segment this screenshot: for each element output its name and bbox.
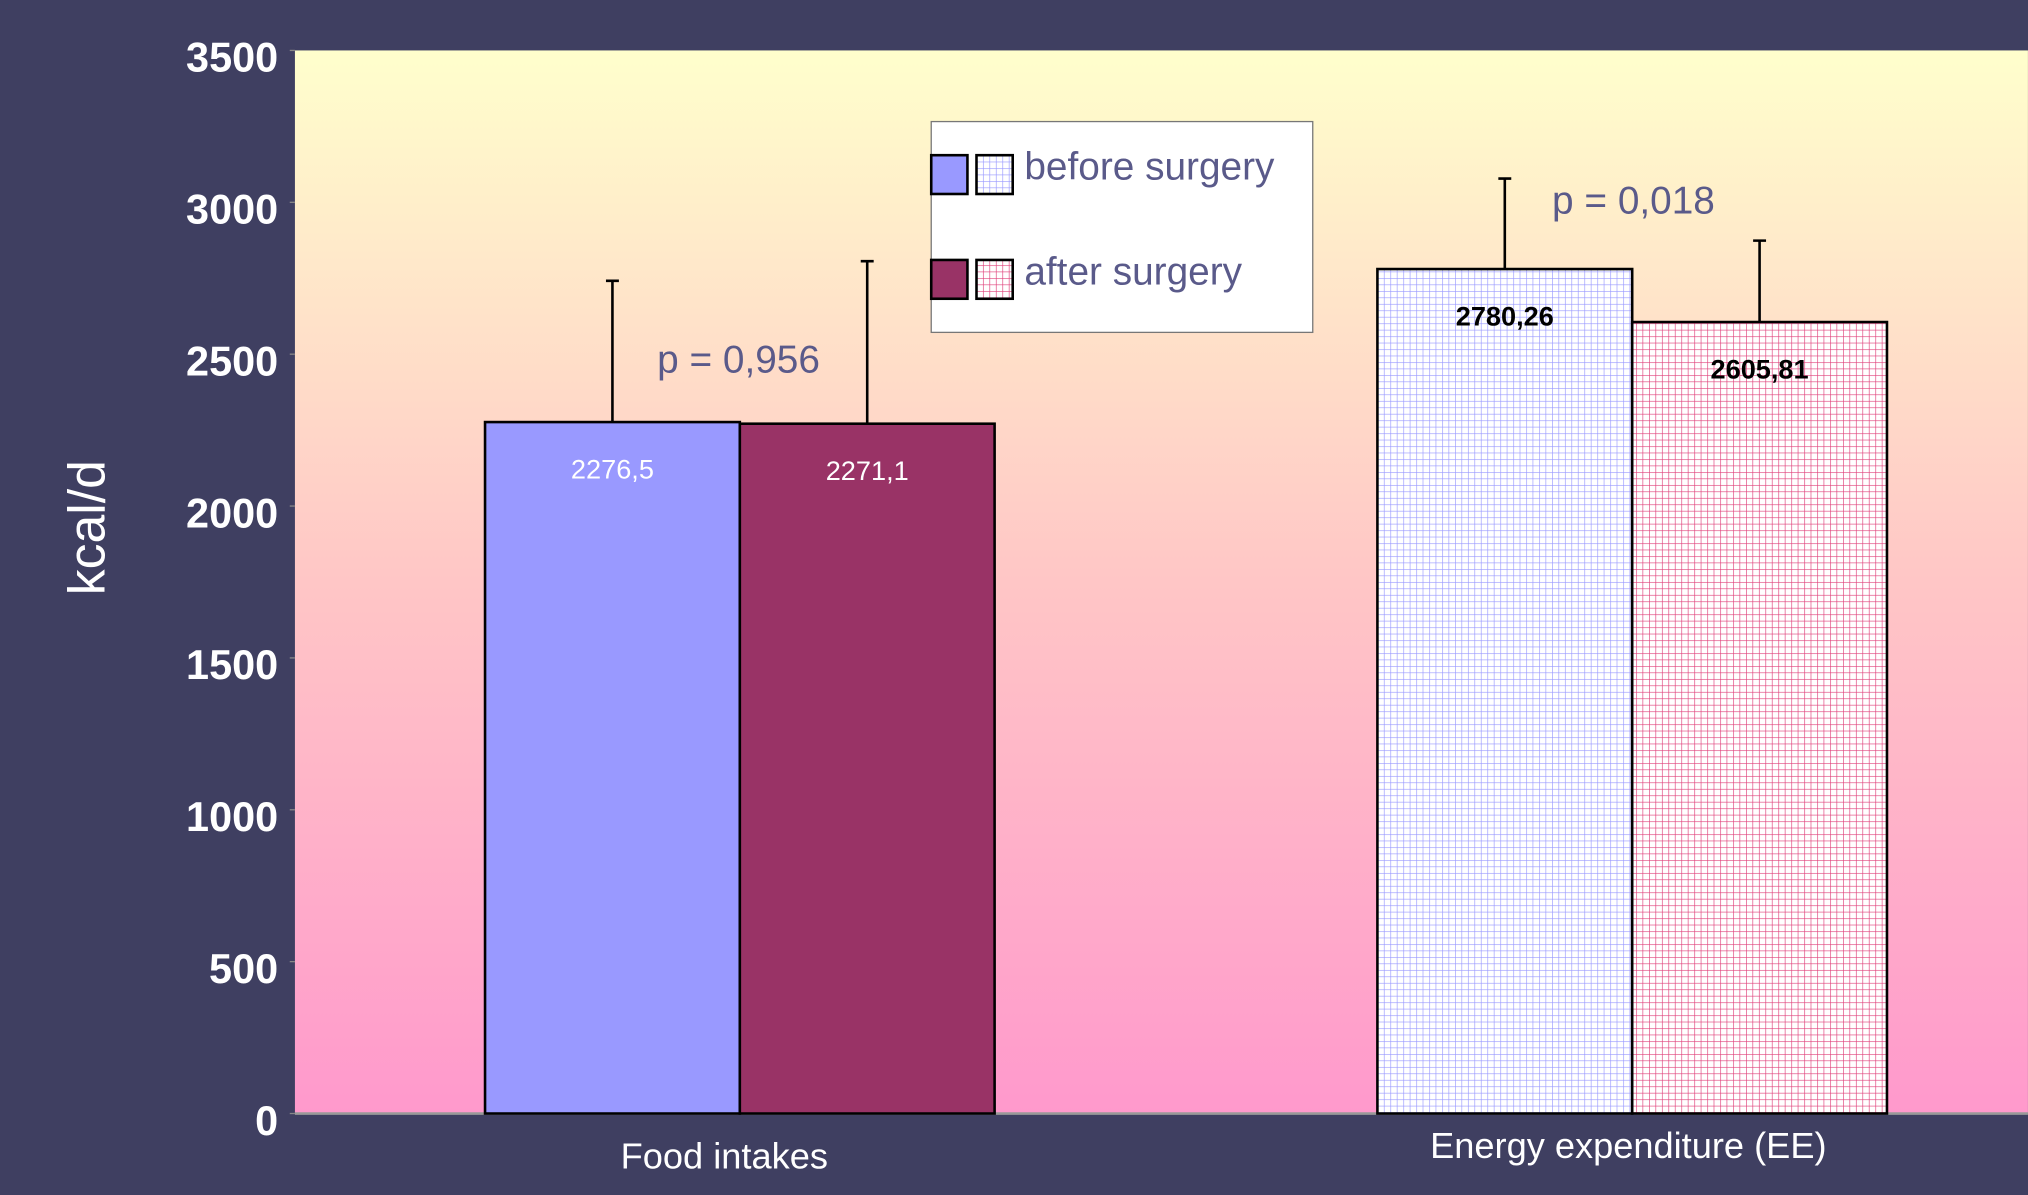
y-tick-label: 1500 xyxy=(186,642,278,688)
y-axis-label: kcal/d xyxy=(57,460,115,595)
legend-swatch xyxy=(975,258,1014,301)
bar xyxy=(1630,320,1889,1115)
error-bar xyxy=(860,259,874,424)
value-label: 2780,26 xyxy=(1456,300,1554,331)
bar xyxy=(738,422,996,1115)
y-tick-label: 3000 xyxy=(186,187,278,233)
y-tick-label: 2500 xyxy=(186,338,278,384)
y-tick-label: 1000 xyxy=(186,794,278,840)
value-label: 2605,81 xyxy=(1711,353,1809,384)
legend-swatch xyxy=(929,258,969,301)
error-bar xyxy=(1753,239,1767,323)
legend-label: before surgery xyxy=(1024,146,1275,189)
error-bar xyxy=(605,279,619,423)
bar xyxy=(483,420,742,1115)
y-tick-label: 2000 xyxy=(186,490,278,536)
bar xyxy=(1376,267,1634,1115)
y-tick-label: 3500 xyxy=(186,35,278,81)
y-tick-label: 500 xyxy=(209,946,278,992)
x-tick-label: Food intakes xyxy=(621,1135,828,1176)
annotation: p = 0,956 xyxy=(657,338,820,381)
legend-swatch xyxy=(975,153,1014,196)
error-bar xyxy=(1498,177,1512,270)
x-tick-label: Energy expenditure (EE) xyxy=(1430,1125,1826,1166)
annotation: p = 0,018 xyxy=(1552,179,1715,222)
y-tick-label: 0 xyxy=(255,1098,278,1144)
legend-label: after surgery xyxy=(1024,250,1242,293)
value-label: 2271,1 xyxy=(826,455,909,486)
legend-swatch xyxy=(929,153,969,196)
value-label: 2276,5 xyxy=(571,453,654,484)
